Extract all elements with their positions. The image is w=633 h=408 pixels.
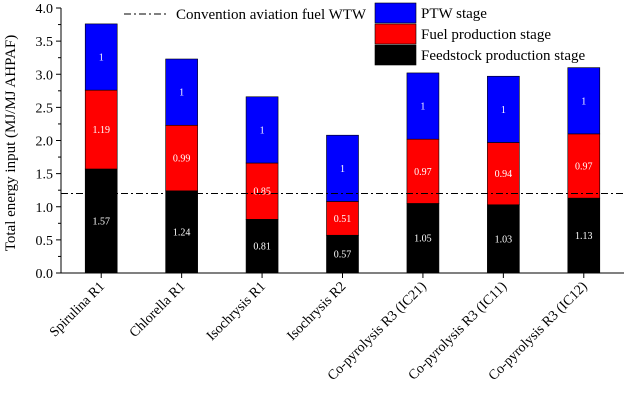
legend: Convention aviation fuel WTW PTW stage Fu… [124,2,585,66]
data-label-feedstock-production-stage-isochrysis-r2: 0.57 [334,250,352,261]
data-label-feedstock-production-stage-chlorella-r1: 1.24 [173,227,191,238]
bars-layer: 1.57 1.19 1 1.24 0.99 1 0.81 0.85 1 0.57 0.51 1 1.05… [84,23,601,274]
legend-swatch-ptw-stage [374,2,417,24]
y-tick-label-4-0: 4.0 [36,2,54,17]
data-label-feedstock-production-stage-co-pyrolysis-r3-ic12: 1.13 [575,231,593,242]
legend-reference-line-label: Convention aviation fuel WTW [176,7,367,23]
bar-segment-fuel-production-stage-co-pyrolysis-r3-ic21 [406,138,440,204]
bar-segment-ptw-stage-co-pyrolysis-r3-ic21 [406,72,440,140]
bar-segment-fuel-production-stage-co-pyrolysis-r3-ic12 [567,133,601,199]
data-label-fuel-production-stage-spirulina-r1: 1.19 [92,125,110,136]
data-label-fuel-production-stage-chlorella-r1: 0.99 [173,154,191,165]
data-label-feedstock-production-stage-co-pyrolysis-r3-ic11: 1.03 [495,234,513,245]
y-tick-label-2-5: 2.5 [36,101,54,116]
bar-segment-ptw-stage-isochrysis-r2 [326,134,359,202]
bar-segment-feedstock-production-stage-co-pyrolysis-r3-ic12 [567,197,601,274]
bar-segment-fuel-production-stage-chlorella-r1 [165,124,198,192]
y-axis-title: Total energy input (MJ/MJ AHPAF) [3,35,19,251]
data-label-ptw-stage-isochrysis-r2: 1 [340,164,345,175]
bar-segment-ptw-stage-co-pyrolysis-r3-ic11 [487,75,520,143]
x-tick-label-isochrysis-r2: Isochrysis R2 [285,279,350,344]
y-tick-label-1-0: 1.0 [36,201,54,216]
data-label-feedstock-production-stage-co-pyrolysis-r3-ic21: 1.05 [414,234,432,245]
y-tick-label-1-5: 1.5 [36,168,54,183]
data-label-feedstock-production-stage-isochrysis-r1: 0.81 [253,242,271,253]
legend-label-feedstock-production-stage: Feedstock production stage [421,48,585,64]
bar-segment-fuel-production-stage-spirulina-r1 [84,89,118,170]
y-tick-label-0-0: 0.0 [36,267,54,282]
y-tick-label-3-0: 3.0 [36,68,54,83]
bar-segment-feedstock-production-stage-spirulina-r1 [84,168,118,274]
x-tick-label-isochrysis-r1: Isochrysis R1 [204,279,269,344]
bar-segment-feedstock-production-stage-co-pyrolysis-r3-ic11 [487,204,520,274]
data-label-fuel-production-stage-co-pyrolysis-r3-ic12: 0.97 [575,162,593,173]
data-label-fuel-production-stage-co-pyrolysis-r3-ic11: 0.94 [495,169,513,180]
legend-swatch-feedstock-production-stage [374,44,417,66]
bar-segment-feedstock-production-stage-isochrysis-r1 [245,219,279,274]
bar-segment-fuel-production-stage-co-pyrolysis-r3-ic11 [487,142,520,206]
x-tick-label-spirulina-r1: Spirulina R1 [47,279,108,340]
legend-items: PTW stage Fuel production stage Feedstock … [374,2,585,66]
data-label-fuel-production-stage-isochrysis-r2: 0.51 [334,214,352,225]
data-label-ptw-stage-co-pyrolysis-r3-ic11: 1 [501,105,506,116]
data-label-ptw-stage-co-pyrolysis-r3-ic21: 1 [420,102,425,113]
bar-segment-ptw-stage-co-pyrolysis-r3-ic12 [567,67,601,135]
data-label-fuel-production-stage-co-pyrolysis-r3-ic21: 0.97 [414,167,432,178]
data-label-ptw-stage-co-pyrolysis-r3-ic12: 1 [581,96,586,107]
x-tick-label-chlorella-r1: Chlorella R1 [127,279,188,340]
bar-segment-ptw-stage-isochrysis-r1 [245,96,279,164]
bar-segment-ptw-stage-chlorella-r1 [165,58,198,126]
data-label-feedstock-production-stage-spirulina-r1: 1.57 [92,216,110,227]
legend-swatch-fuel-production-stage [374,23,417,45]
bar-segment-feedstock-production-stage-chlorella-r1 [165,190,198,274]
y-tick-label-2-0: 2.0 [36,135,54,150]
data-label-ptw-stage-spirulina-r1: 1 [99,53,104,64]
legend-label-fuel-production-stage: Fuel production stage [421,27,551,43]
data-label-fuel-production-stage-isochrysis-r1: 0.85 [253,187,271,198]
y-tick-label-0-5: 0.5 [36,234,54,249]
y-tick-label-3-5: 3.5 [36,35,54,50]
bar-segment-ptw-stage-spirulina-r1 [84,23,118,91]
legend-label-ptw-stage: PTW stage [421,6,487,22]
data-label-ptw-stage-isochrysis-r1: 1 [260,125,265,136]
data-label-ptw-stage-chlorella-r1: 1 [179,88,184,99]
